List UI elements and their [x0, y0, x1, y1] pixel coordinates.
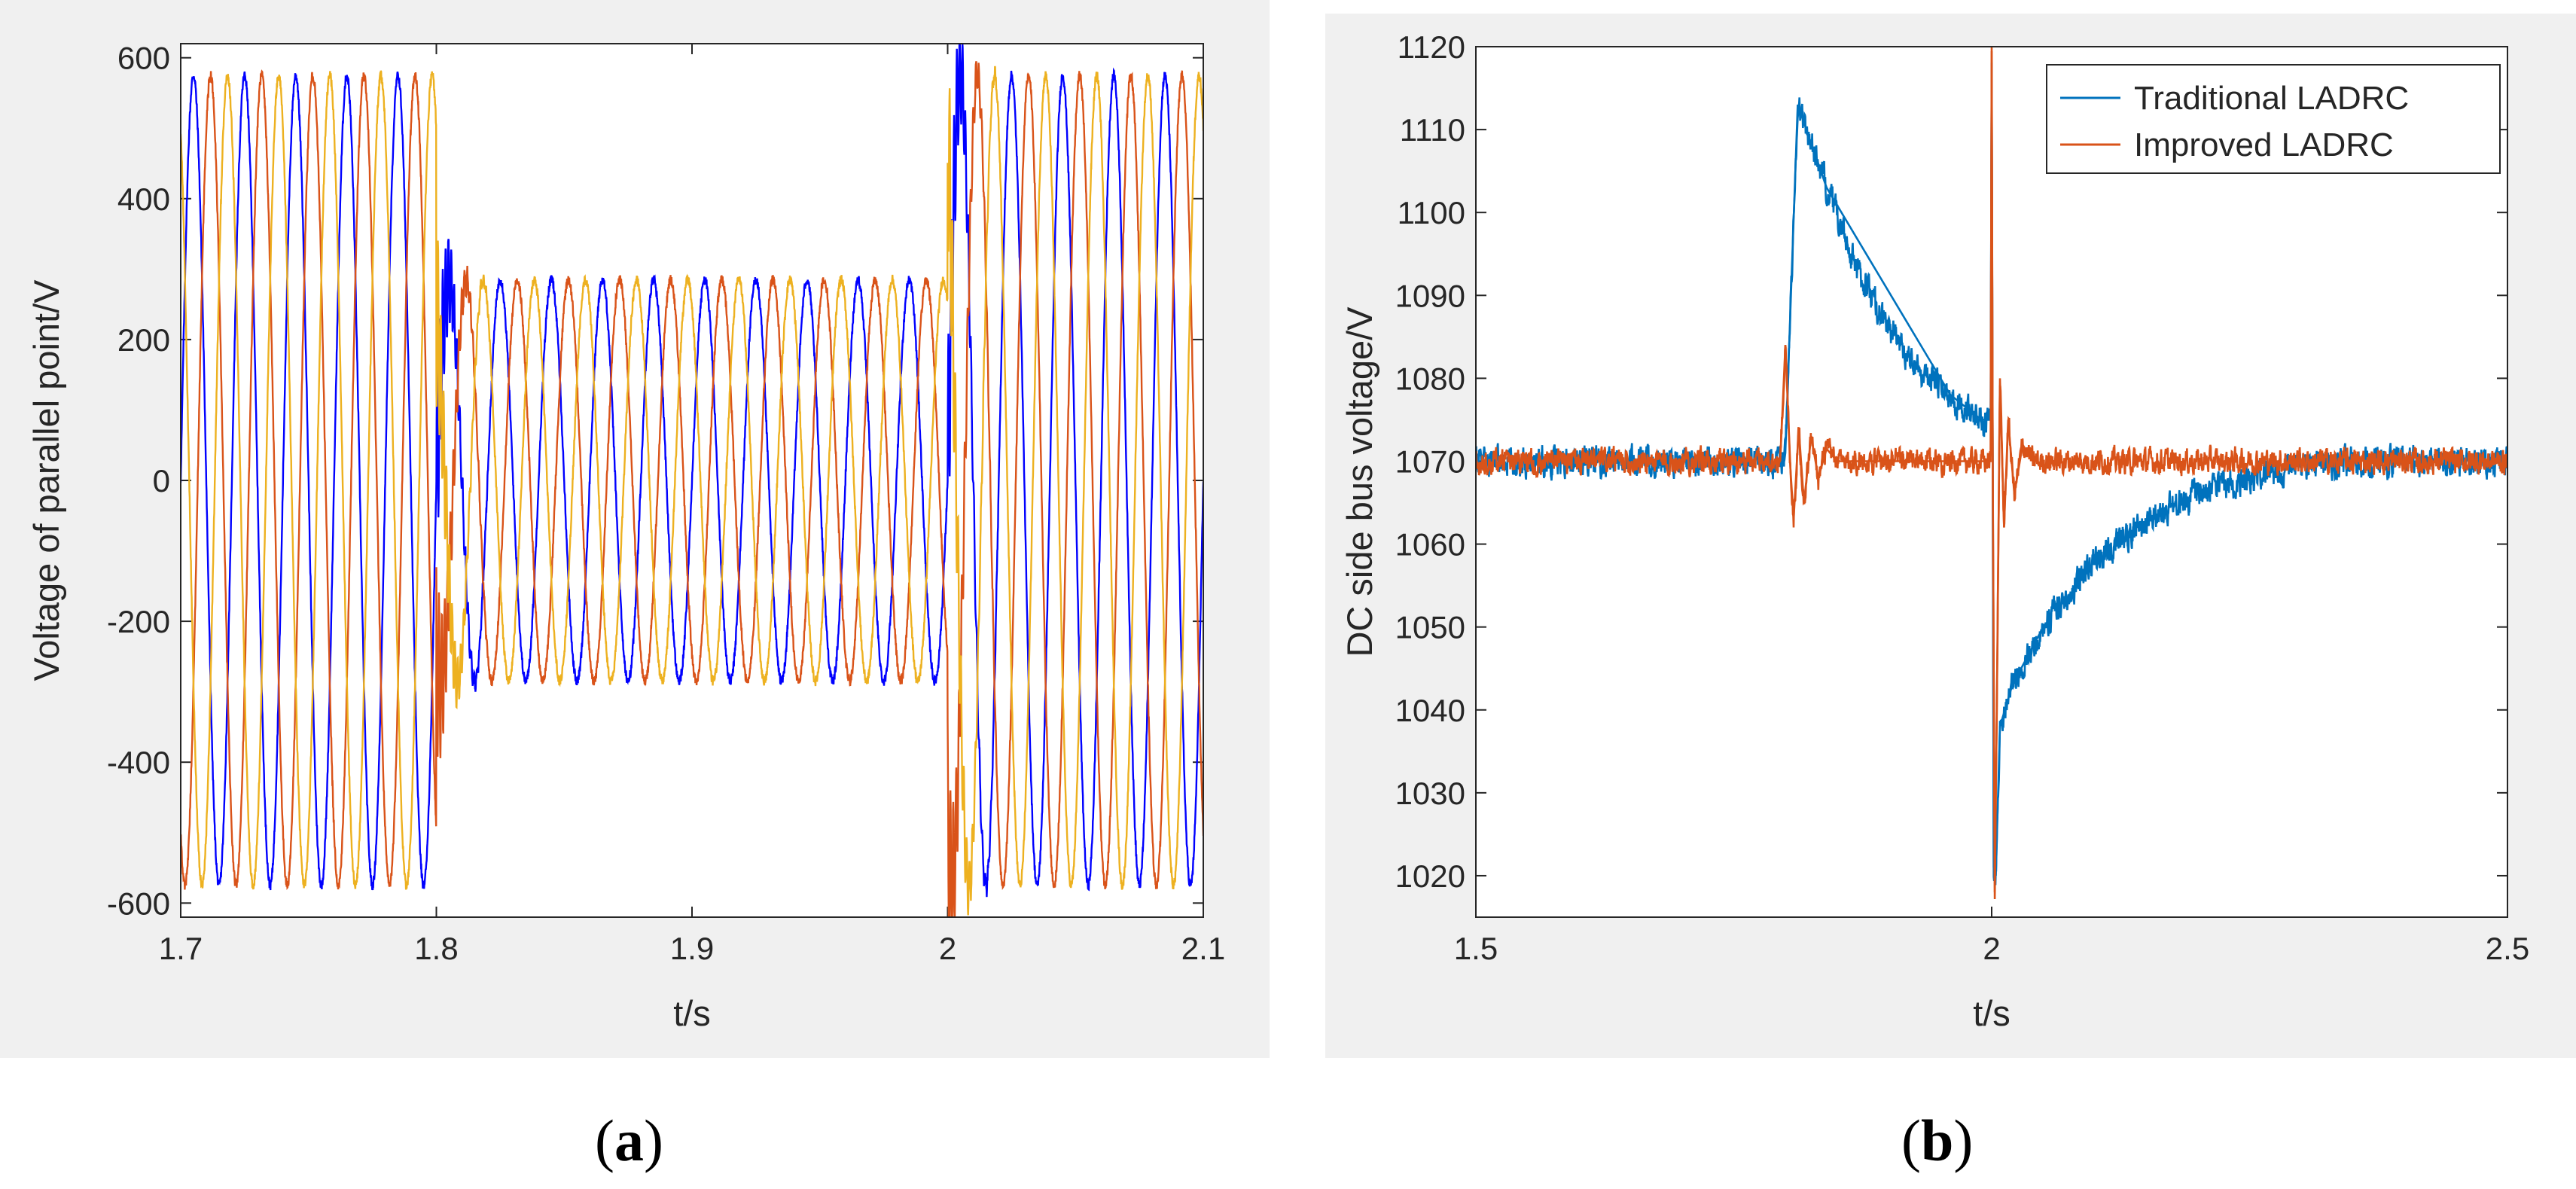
chart-a-xtick-label: 1.8	[414, 931, 458, 966]
chart-a-ytick-label: 0	[153, 463, 170, 498]
chart-b-series-spike	[1779, 47, 2034, 893]
chart-a-ytick-label: 400	[117, 181, 170, 217]
chart-a-xlabel: t/s	[673, 993, 711, 1033]
chart-a-ylabel: Voltage of parallel point/V	[26, 279, 66, 681]
chart-b-xtick-label: 2	[1983, 931, 2000, 966]
chart-b-ytick-label: 1090	[1395, 278, 1465, 313]
chart-b-ytick-label: 1120	[1398, 29, 1465, 65]
chart-a-ytick-label: -400	[107, 745, 170, 780]
chart-a-ytick-label: 200	[117, 322, 170, 358]
chart-a-phase-line	[181, 66, 1203, 916]
chart-b-legend: Traditional LADRC Improved LADRC	[2046, 64, 2501, 174]
chart-a-axes-frame	[180, 43, 1204, 918]
chart-a-xtick-label: 2.1	[1181, 931, 1225, 966]
chart-b-legend-box	[2046, 64, 2501, 174]
chart-b-xlabel: t/s	[1973, 993, 2010, 1033]
chart-a: 1.7 1.8 1.9 2 2.1 600 400 200 0 -200 -400 -600 t/s Vo…	[26, 41, 1225, 1033]
chart-b-xtick-label: 2.5	[2486, 931, 2529, 966]
chart-b-ytick-label: 1030	[1395, 776, 1465, 811]
chart-b-axes-frame	[1475, 46, 2508, 918]
chart-a-xtick-label: 1.7	[159, 931, 203, 966]
chart-b-legend-label: Traditional LADRC	[2134, 80, 2409, 117]
chart-a-ytick-label: 600	[117, 41, 170, 76]
chart-a-ytick-label: -600	[107, 886, 170, 921]
chart-b-ytick-label: 1070	[1395, 444, 1465, 479]
chart-a-phase-line	[181, 61, 1203, 917]
chart-b-ytick-label: 1100	[1398, 195, 1465, 230]
chart-b-ylabel: DC side bus voltage/V	[1340, 306, 1379, 657]
chart-a-phase-line	[181, 44, 1203, 898]
chart-b-legend-label: Improved LADRC	[2134, 127, 2394, 163]
caption-b-letter: b	[1920, 1108, 1954, 1173]
chart-a-xtick-label: 1.9	[670, 931, 714, 966]
chart-b-ytick-label: 1050	[1395, 610, 1465, 645]
caption-a: (a)	[595, 1108, 663, 1173]
chart-a-xtick-label: 2	[939, 931, 956, 966]
chart-a-ytick-label: -200	[107, 604, 170, 639]
caption-b: (b)	[1901, 1108, 1974, 1173]
chart-b-ytick-label: 1080	[1395, 361, 1465, 396]
chart-b-ytick-label: 1020	[1395, 858, 1465, 894]
chart-b-ytick-label: 1060	[1395, 527, 1465, 562]
chart-b-ytick-label: 1040	[1395, 693, 1465, 728]
chart-b-xtick-label: 1.5	[1454, 931, 1498, 966]
chart-b: 1.5 2 2.5 1120 1110 1100 1090 1080 1070 1060 1050 1…	[1340, 29, 2529, 1033]
chart-b-ytick-label: 1110	[1400, 112, 1465, 148]
caption-a-letter: a	[614, 1108, 644, 1173]
